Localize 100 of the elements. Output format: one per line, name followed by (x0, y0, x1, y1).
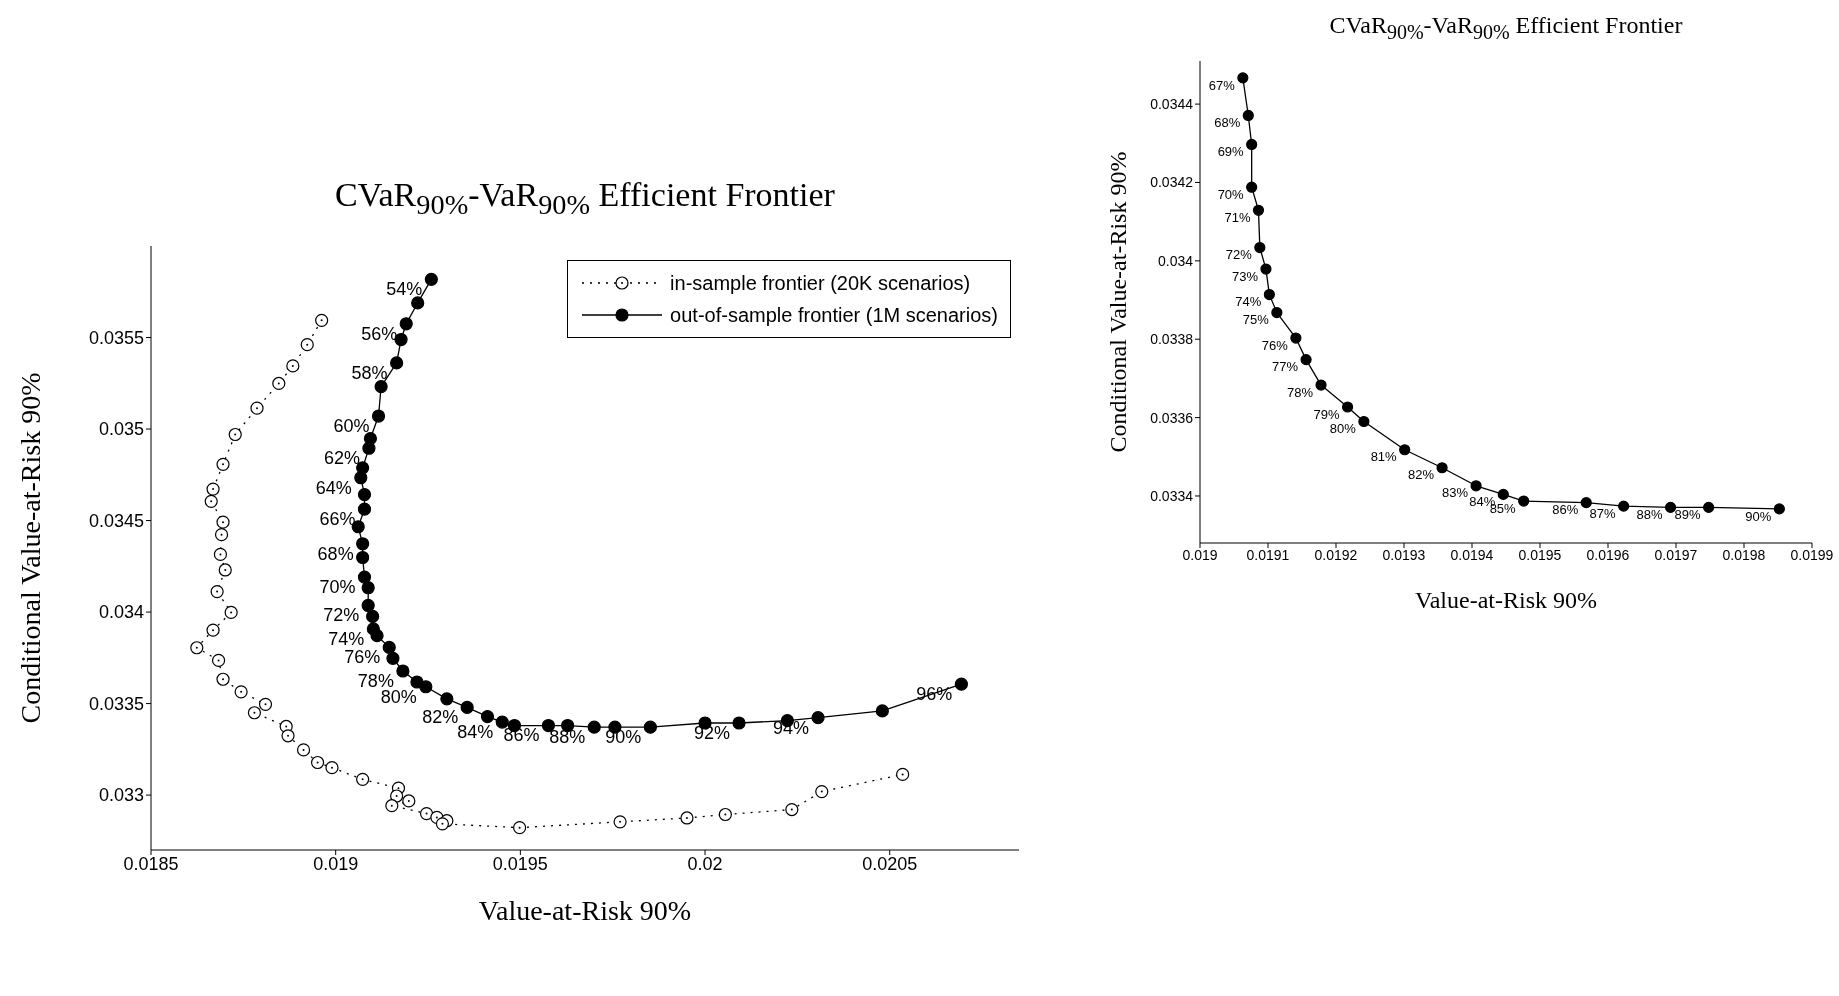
point (386, 651, 400, 665)
annotation: 88% (1636, 506, 1663, 522)
point (1518, 495, 1530, 507)
point (385, 799, 399, 813)
point (1300, 354, 1312, 366)
point (286, 359, 300, 373)
annotation: 58% (351, 362, 388, 383)
annotation: 72% (323, 605, 360, 626)
y-tick-label: 0.0336 (1150, 409, 1194, 426)
point (613, 815, 627, 829)
point (411, 296, 425, 310)
point (1497, 488, 1509, 501)
annotation: 64% (315, 477, 352, 498)
point (399, 317, 413, 331)
annotation: 67% (1208, 77, 1236, 93)
point (480, 709, 495, 724)
point (396, 664, 410, 678)
point (216, 672, 230, 686)
y-tick-label: 0.0355 (88, 327, 144, 348)
point (357, 570, 372, 584)
annotation: 80% (1329, 421, 1357, 437)
point (357, 502, 372, 516)
point (325, 761, 339, 775)
point (419, 806, 434, 821)
legend-label: out-of-sample frontier (1M scenarios) (670, 303, 998, 327)
annotation: 86% (1552, 502, 1579, 518)
annotation: 87% (1589, 505, 1617, 521)
point (210, 584, 224, 599)
point (440, 692, 454, 706)
point (435, 817, 450, 831)
x-axis-title: Value-at-Risk 90% (478, 895, 692, 926)
point (1254, 241, 1266, 254)
point (718, 807, 732, 822)
annotation: 56% (361, 323, 398, 344)
y-tick-label: 0.034 (98, 602, 144, 623)
point (1580, 497, 1592, 509)
annotation: 73% (1231, 268, 1259, 284)
point (361, 598, 375, 613)
x-tick-label: 0.0195 (492, 853, 548, 874)
point (357, 487, 372, 502)
y-tick-label: 0.0344 (1150, 96, 1194, 113)
annotation: 69% (1217, 144, 1245, 160)
point (213, 547, 228, 562)
annotation: 72% (1225, 247, 1253, 263)
annotation: 77% (1272, 359, 1299, 375)
annotation: 83% (1442, 485, 1469, 501)
annotation: 88% (549, 727, 586, 748)
point (1315, 379, 1327, 391)
point (190, 641, 204, 655)
annotation: 71% (1224, 209, 1251, 225)
point (300, 338, 314, 352)
point (1703, 501, 1715, 513)
point (281, 729, 295, 743)
annotation: 81% (1370, 449, 1398, 465)
point (402, 794, 416, 808)
x-tick-label: 0.0192 (1314, 546, 1358, 563)
x-tick-label: 0.0198 (1722, 546, 1766, 563)
x-tick-label: 0.0205 (862, 853, 918, 874)
annotation: 68% (317, 543, 354, 564)
annotation: 70% (1217, 186, 1245, 202)
annotation: 74% (328, 628, 365, 649)
point (382, 640, 396, 654)
point (785, 802, 799, 817)
point (1773, 503, 1785, 515)
y-tick-label: 0.034 (1157, 252, 1194, 269)
x-tick-label: 0.0194 (1450, 546, 1494, 563)
point (310, 755, 325, 770)
legend-label: in-sample frontier (20K scenarios) (670, 271, 971, 295)
point (218, 563, 232, 577)
annotation: 79% (1313, 406, 1340, 422)
point (460, 700, 474, 715)
point (954, 677, 968, 691)
point (214, 528, 229, 542)
x-tick-label: 0.0197 (1654, 546, 1698, 563)
annotation: 78% (1287, 384, 1314, 400)
point (247, 706, 262, 720)
point (1618, 500, 1630, 512)
x-tick-label: 0.0195 (1518, 546, 1562, 563)
chart-title: CVaR$_{90%}$-VaR$_{90%}$ Efficient Frontier (1328, 12, 1684, 44)
annotation: 54% (386, 279, 423, 300)
point (815, 785, 829, 799)
annotation: 89% (1674, 506, 1702, 522)
chart-title: CVaR$_{90%}$-VaR$_{90%}$ Efficient Frontier (334, 176, 836, 221)
annotation: 70% (319, 577, 356, 597)
x-tick-label: 0.0199 (1790, 546, 1834, 563)
point (1263, 288, 1275, 301)
point (362, 441, 376, 455)
x-tick-label: 0.0185 (123, 853, 179, 874)
point (1399, 444, 1411, 456)
point (356, 550, 370, 565)
point (211, 653, 226, 667)
x-tick-label: 0.019 (1182, 546, 1218, 563)
point (371, 409, 386, 423)
point (206, 482, 220, 496)
y-tick-label: 0.0338 (1150, 331, 1194, 348)
point (366, 609, 380, 624)
point (390, 789, 404, 803)
point (1246, 181, 1258, 193)
point (374, 379, 388, 394)
point (513, 821, 527, 835)
